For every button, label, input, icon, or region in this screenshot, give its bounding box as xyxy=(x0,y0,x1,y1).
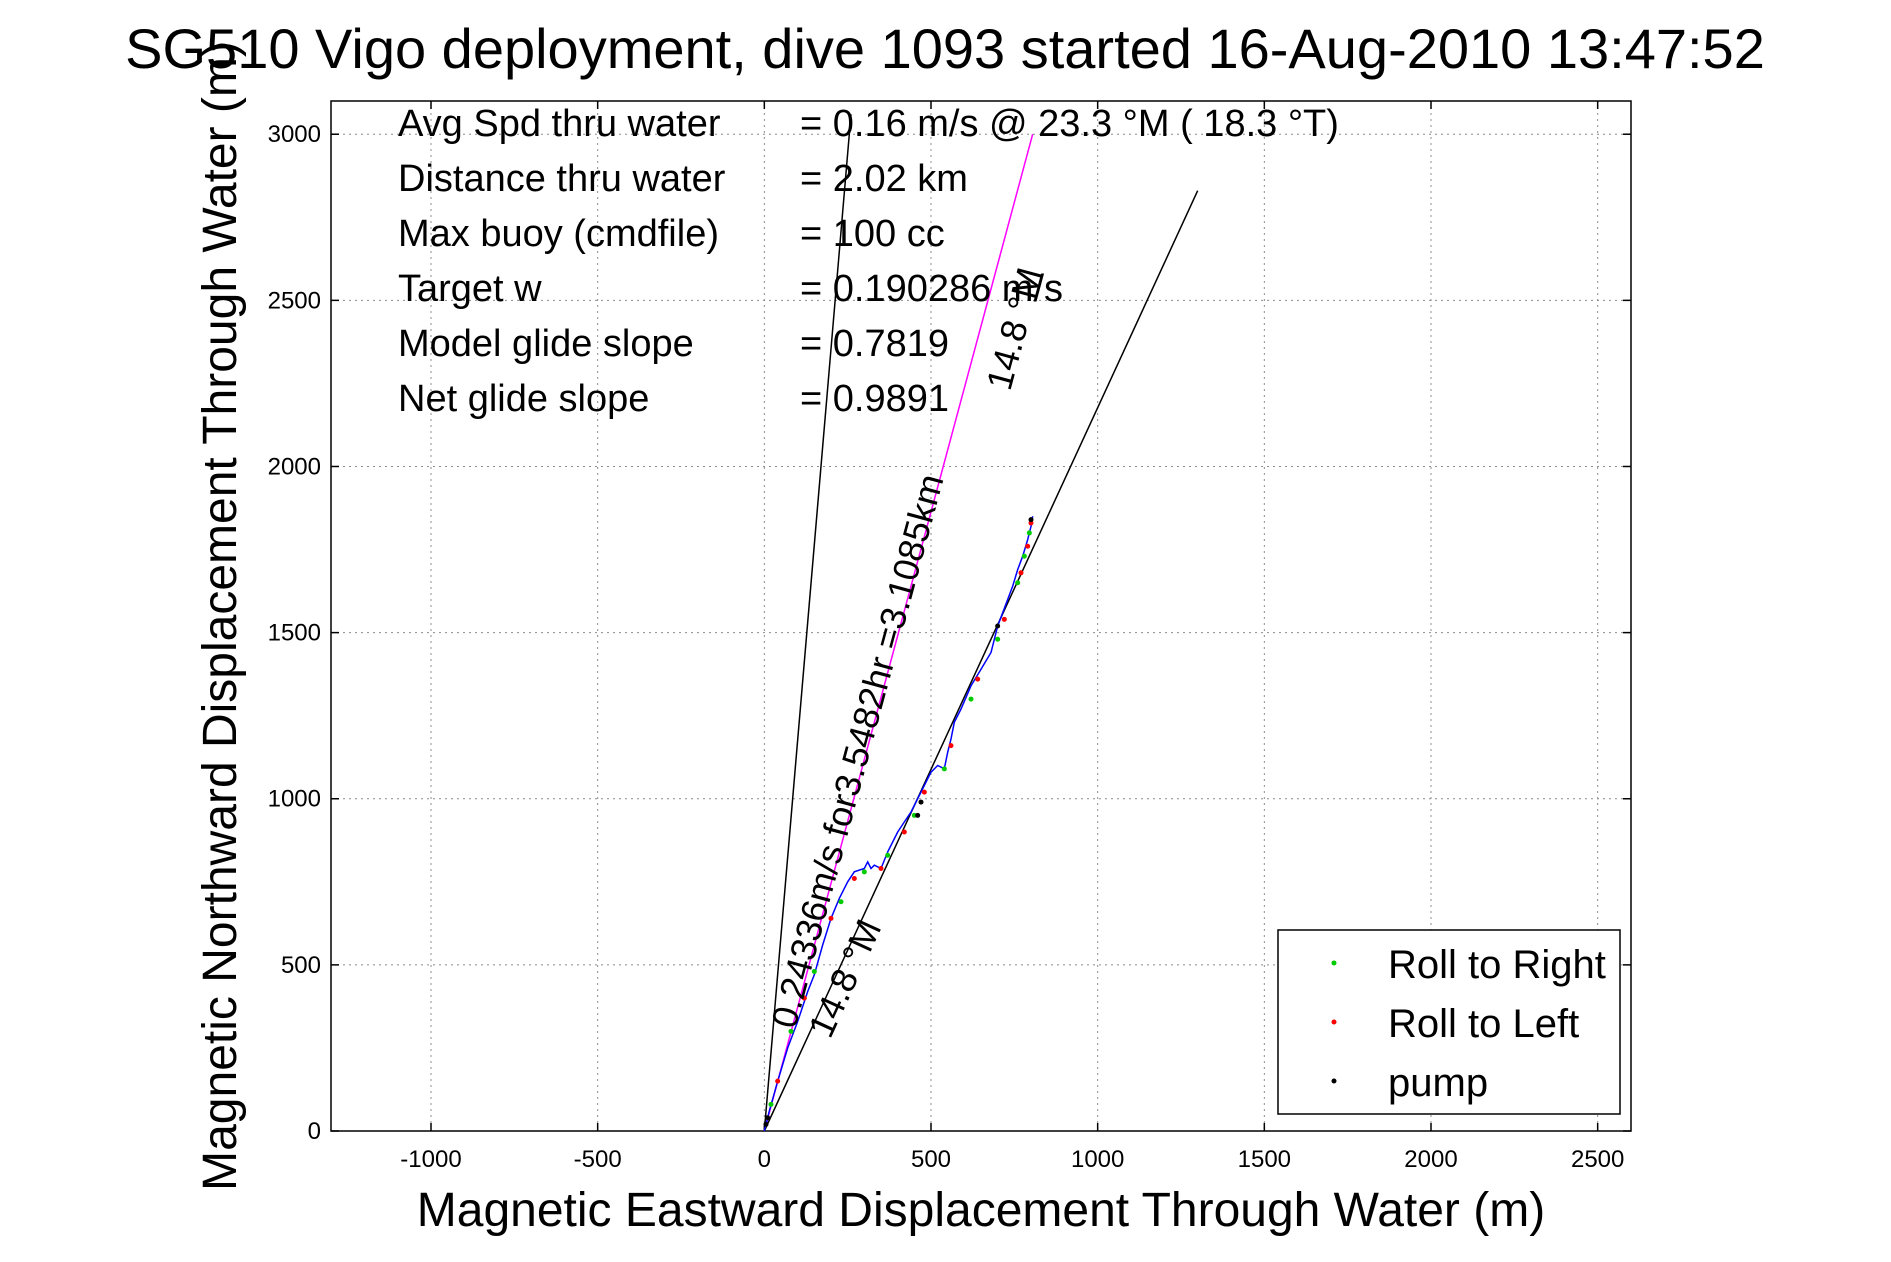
track-line xyxy=(763,516,1034,1132)
track-polyline xyxy=(763,516,1034,1132)
marker-roll-to-left xyxy=(1018,570,1024,576)
x-axis-ticks: -1000 -500 0 500 1000 1500 2000 2500 xyxy=(400,101,1624,1173)
info-text-block: Avg Spd thru water = 0.16 m/s @ 23.3 °M … xyxy=(398,103,1339,420)
y-axis-label: Magnetic Northward Displacement Through … xyxy=(194,41,247,1191)
y-axis-ticks: 0 500 1000 1500 2000 2500 3000 xyxy=(268,121,1631,1145)
y-tick-label: 1500 xyxy=(268,620,321,647)
marker-roll-to-right xyxy=(768,1101,774,1107)
reference-line-magenta-heading xyxy=(763,134,1034,1132)
marker-roll-to-left xyxy=(878,866,884,872)
x-tick-label: 1500 xyxy=(1238,1146,1291,1173)
chart-title: SG510 Vigo deployment, dive 1093 started… xyxy=(125,17,1765,80)
marker-roll-to-left xyxy=(1001,616,1007,622)
marker-roll-to-left xyxy=(828,915,834,921)
y-tick-label: 3000 xyxy=(268,121,321,148)
marker-pump xyxy=(915,812,921,818)
legend-marker-pump xyxy=(1331,1078,1337,1084)
y-tick-label: 2000 xyxy=(268,453,321,480)
roll-markers xyxy=(763,517,1034,1127)
reference-line-left-guide xyxy=(763,114,852,1132)
reference-line-right-guide xyxy=(763,190,1199,1132)
marker-roll-to-left xyxy=(1025,543,1031,549)
x-tick-label: -1000 xyxy=(400,1146,461,1173)
marker-pump xyxy=(765,1115,771,1121)
x-tick-label: 2000 xyxy=(1404,1146,1457,1173)
x-tick-label: 0 xyxy=(758,1146,771,1173)
info-value-target-w: = 0.190286 m/s xyxy=(800,268,1063,310)
info-value-max-buoy: = 100 cc xyxy=(800,213,945,255)
marker-roll-to-left xyxy=(775,1078,781,1084)
y-tick-label: 0 xyxy=(308,1118,321,1145)
legend: Roll to Right Roll to Left pump xyxy=(1277,929,1621,1115)
marker-roll-to-right xyxy=(838,899,844,905)
marker-roll-to-right xyxy=(1026,530,1032,536)
marker-pump xyxy=(763,1121,769,1127)
info-label-max-buoy: Max buoy (cmdfile) xyxy=(398,213,719,255)
marker-pump xyxy=(918,799,924,805)
reference-lines xyxy=(763,114,1199,1132)
marker-pump xyxy=(1028,517,1034,523)
info-value-model-glide: = 0.7819 xyxy=(800,323,949,365)
marker-roll-to-left xyxy=(921,789,927,795)
x-tick-label: -500 xyxy=(574,1146,622,1173)
marker-roll-to-left xyxy=(948,743,954,749)
marker-pump xyxy=(995,623,1001,629)
info-value-net-glide: = 0.9891 xyxy=(800,378,949,420)
info-label-avg-speed: Avg Spd thru water xyxy=(398,103,721,145)
x-tick-label: 1000 xyxy=(1071,1146,1124,1173)
info-value-distance: = 2.02 km xyxy=(800,158,968,200)
legend-marker-roll-left xyxy=(1331,1019,1337,1025)
marker-roll-to-right xyxy=(885,852,891,858)
marker-roll-to-left xyxy=(901,829,907,835)
x-axis-label: Magnetic Eastward Displacement Through W… xyxy=(417,1184,1545,1237)
info-label-distance: Distance thru water xyxy=(398,158,726,200)
legend-marker-roll-right xyxy=(1331,960,1337,966)
marker-roll-to-right xyxy=(995,636,1001,642)
x-tick-label: 2500 xyxy=(1571,1146,1624,1173)
marker-roll-to-left xyxy=(851,875,857,881)
marker-roll-to-right xyxy=(861,869,867,875)
marker-roll-to-left xyxy=(801,995,807,1001)
y-tick-label: 2500 xyxy=(268,287,321,314)
info-label-target-w: Target w xyxy=(398,268,542,310)
marker-roll-to-right xyxy=(811,969,817,975)
marker-roll-to-right xyxy=(968,696,974,702)
legend-label-pump: pump xyxy=(1388,1061,1488,1105)
marker-roll-to-right xyxy=(788,1028,794,1034)
info-value-avg-speed: = 0.16 m/s @ 23.3 °M ( 18.3 °T) xyxy=(800,103,1339,145)
marker-roll-to-right xyxy=(1015,580,1021,586)
marker-roll-to-right xyxy=(941,766,947,772)
legend-label-roll-right: Roll to Right xyxy=(1388,943,1606,987)
x-tick-label: 500 xyxy=(911,1146,951,1173)
y-tick-label: 1000 xyxy=(268,786,321,813)
info-label-model-glide: Model glide slope xyxy=(398,323,694,365)
legend-label-roll-left: Roll to Left xyxy=(1388,1002,1579,1046)
plot-area-frame xyxy=(330,100,1632,1132)
marker-roll-to-right xyxy=(1021,553,1027,559)
marker-roll-to-left xyxy=(975,676,981,682)
info-label-net-glide: Net glide slope xyxy=(398,378,649,420)
y-tick-label: 500 xyxy=(281,952,321,979)
